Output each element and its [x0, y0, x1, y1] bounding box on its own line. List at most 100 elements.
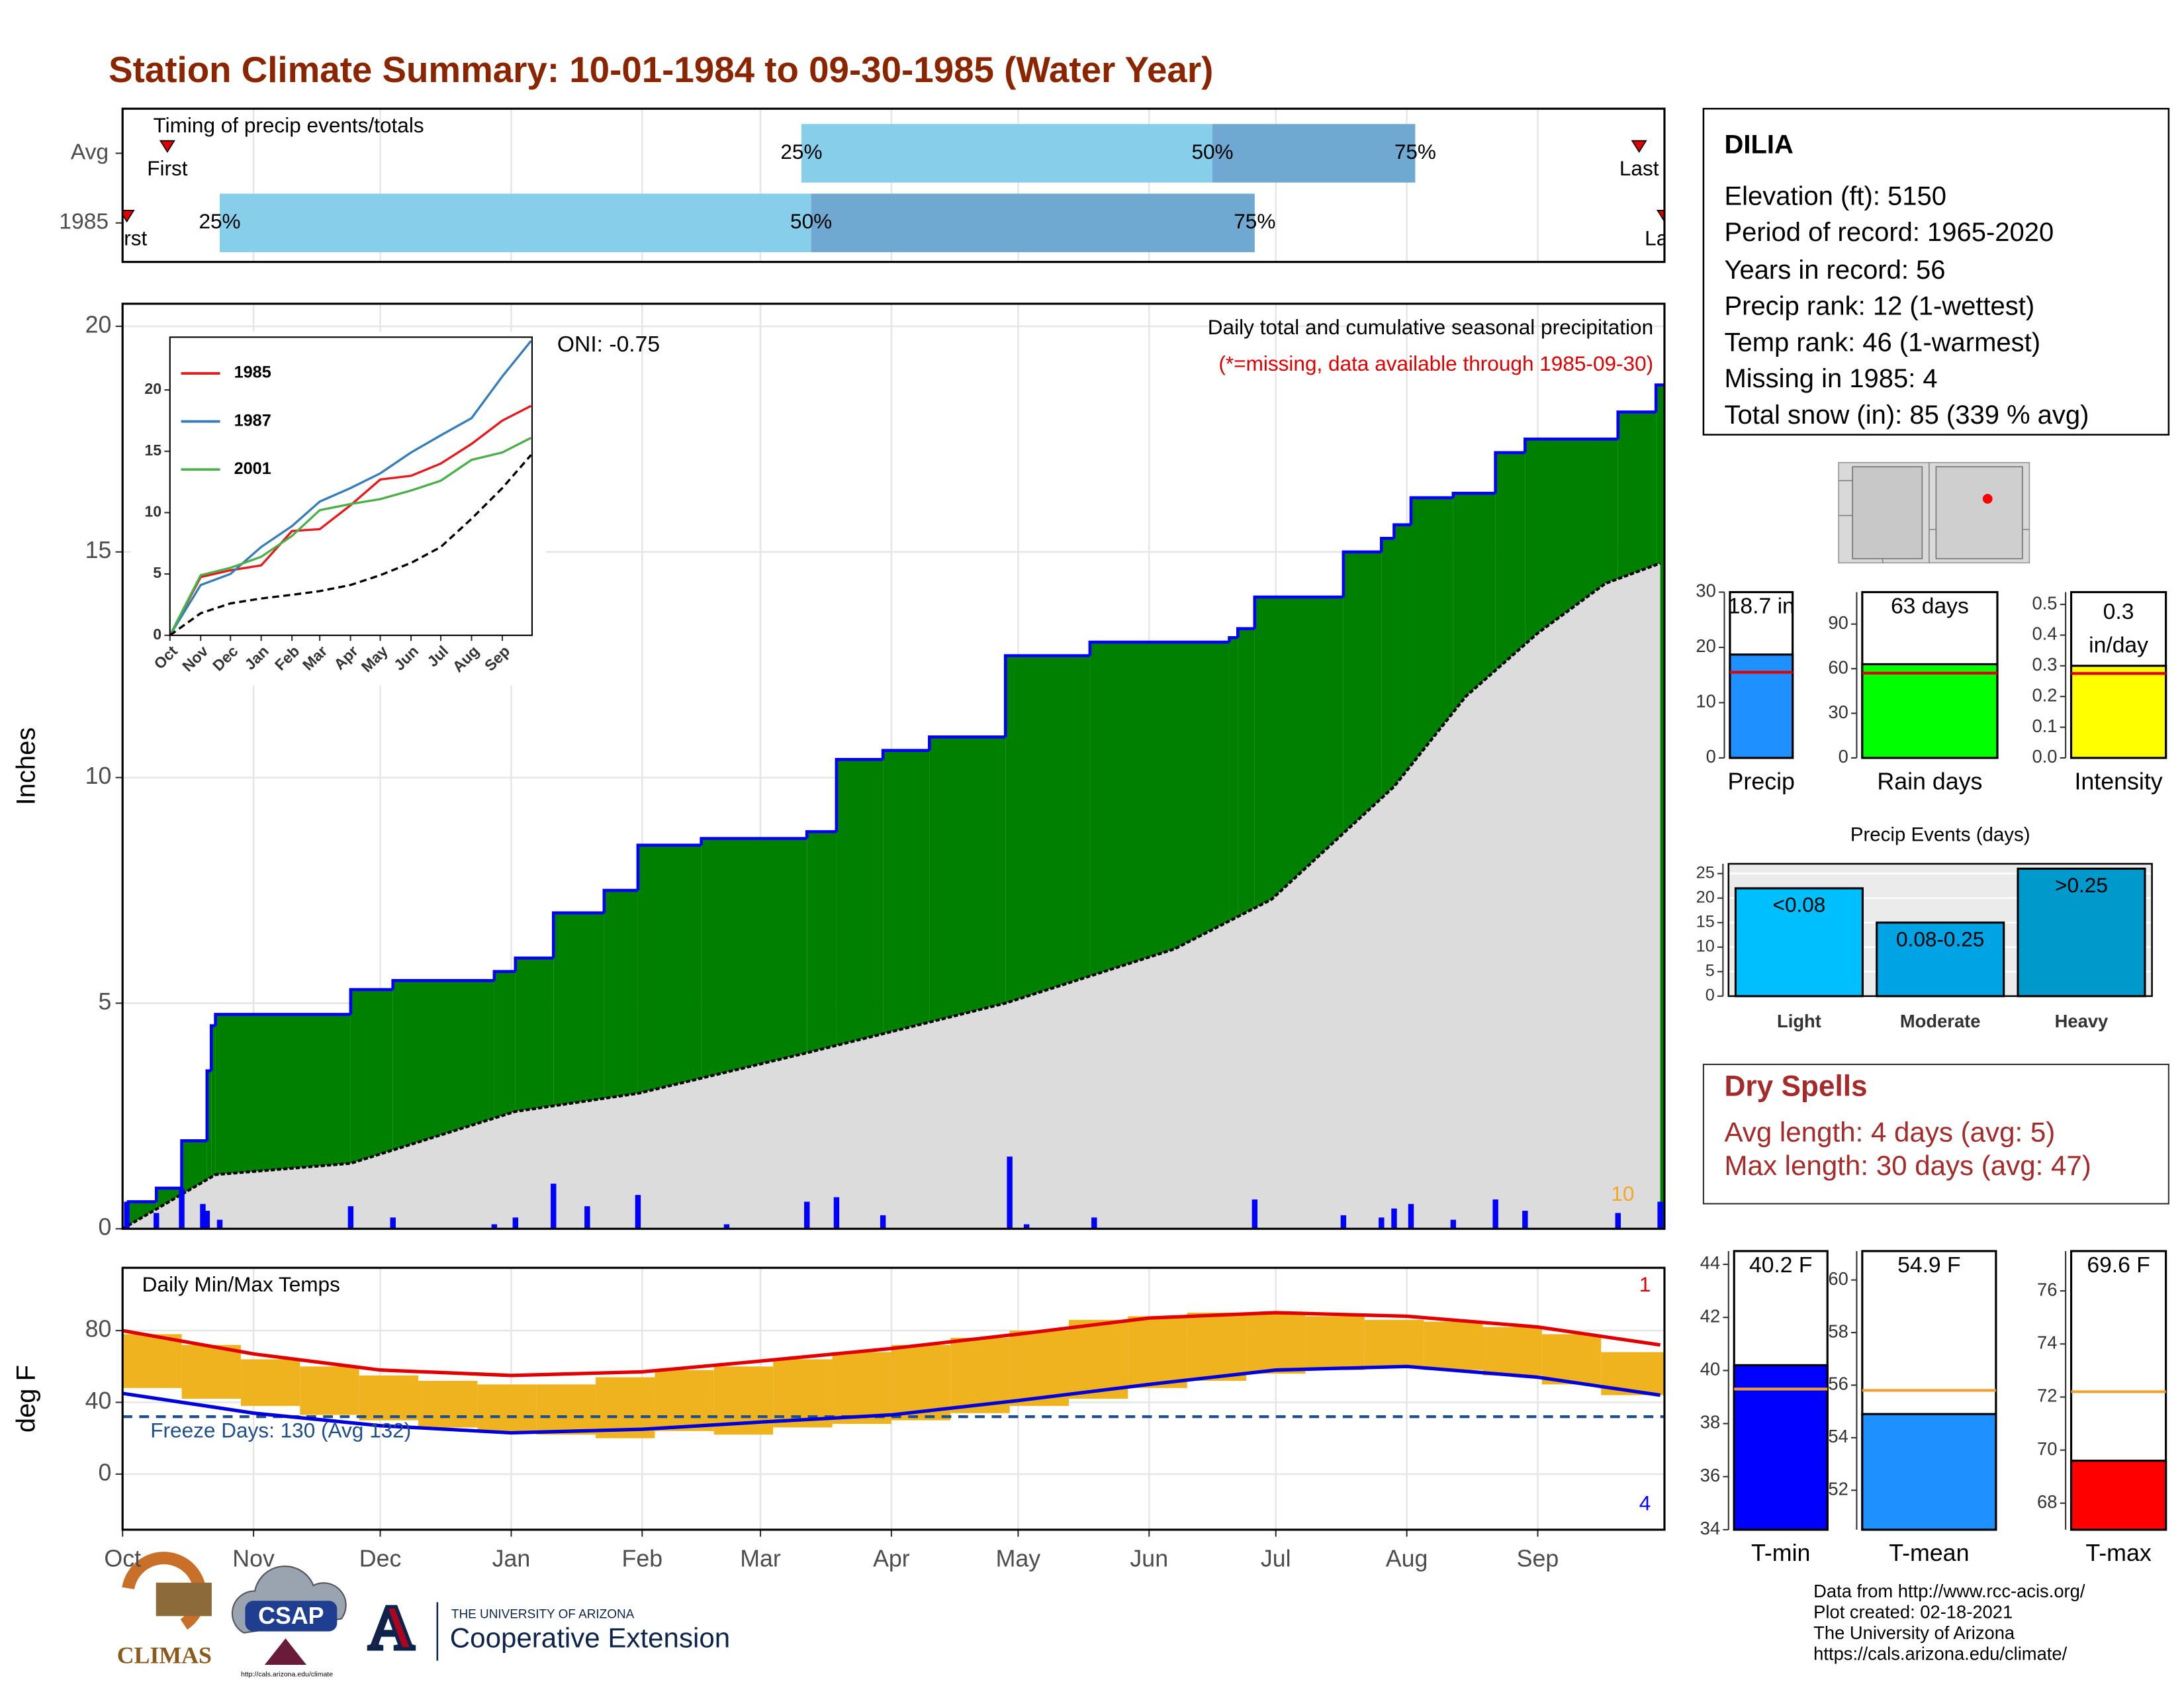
- cumulative-step: [636, 843, 702, 891]
- cumulative-step: [391, 979, 494, 990]
- y-tick-label: 5: [153, 564, 161, 581]
- footer-line: The University of Arizona: [1813, 1622, 2015, 1643]
- cumulative-step: [1616, 410, 1657, 440]
- cumulative-step: [881, 749, 930, 760]
- daily-bar: [1615, 1213, 1621, 1229]
- x-tick-label: Precip: [1728, 768, 1795, 794]
- y-tick-label: 0.5: [2032, 592, 2057, 613]
- value-label: 40.2 F: [1749, 1253, 1812, 1278]
- quartile-label: 75%: [1234, 209, 1275, 233]
- cumulative-step: [349, 988, 393, 1015]
- cumulative-step: [1003, 654, 1090, 737]
- daily-bar: [551, 1184, 557, 1229]
- frame: [121, 303, 1666, 1230]
- y-tick-label: 60: [1828, 1268, 1848, 1289]
- daily-bar: [880, 1215, 886, 1229]
- y-tick-label: 30: [1828, 702, 1848, 722]
- temp-range: [1364, 1319, 1424, 1367]
- daily-bar: [1007, 1156, 1013, 1229]
- dry-spells-line: Avg length: 4 days (avg: 5): [1724, 1116, 2055, 1147]
- frame: [169, 336, 533, 636]
- cumulative-step: [1524, 438, 1618, 453]
- timing-plot: Timing of precip events/totals First 25% 50…: [107, 109, 1664, 262]
- y-tick-label: 58: [1828, 1321, 1848, 1341]
- quartile-bar: [220, 193, 811, 252]
- cumulative-step: [1088, 640, 1230, 656]
- cumulative-step: [835, 758, 884, 832]
- daily-bar: [1492, 1199, 1498, 1229]
- cumulative-step: [1228, 635, 1238, 643]
- daily-bar: [124, 1201, 130, 1229]
- y-tick-label: 38: [1700, 1412, 1720, 1432]
- y-tick-label: 15: [85, 537, 112, 563]
- event-label: First: [107, 226, 148, 250]
- temp-range: [1246, 1312, 1306, 1374]
- location-map: [1838, 461, 2030, 564]
- bar: [1861, 663, 1999, 759]
- cumulative-step: [492, 970, 516, 981]
- y-tick-label: 70: [2037, 1438, 2057, 1459]
- row-label: Avg: [71, 140, 109, 164]
- ua-name: THE UNIVERSITY OF ARIZONA: [451, 1607, 635, 1621]
- y-tick-label: 10: [85, 763, 112, 789]
- x-tick-label: Jun: [1130, 1546, 1168, 1572]
- frame: [121, 1266, 1666, 1531]
- cumulative-fill: [206, 1070, 212, 1229]
- cumulative-step: [1494, 451, 1525, 494]
- temp-range: [122, 1334, 182, 1388]
- event-marker: [1656, 209, 1664, 223]
- info-line: Period of record: 1965-2020: [1724, 218, 2054, 247]
- value-label: 54.9 F: [1897, 1253, 1960, 1278]
- cumulative-step: [1342, 550, 1382, 597]
- freeze-label: Freeze Days: 130 (Avg 132): [150, 1419, 411, 1442]
- x-tick-label: Oct: [104, 1546, 141, 1572]
- legend-label: 1987: [234, 411, 271, 430]
- y-tick-label: 0.1: [2032, 716, 2057, 736]
- daily-bar: [1340, 1215, 1347, 1229]
- cumulative-step: [1654, 383, 1664, 412]
- bin-label: <0.08: [1773, 893, 1826, 917]
- temp-range: [300, 1366, 359, 1415]
- quartile-label: 25%: [199, 209, 240, 233]
- x-tick-label: T-min: [1751, 1540, 1810, 1566]
- value-label: 18.7 in: [1728, 594, 1795, 619]
- y-tick-label: 0.2: [2032, 684, 2057, 705]
- cumulative-step: [214, 1013, 351, 1026]
- daily-bar: [833, 1197, 840, 1229]
- bin-label: >0.25: [2055, 873, 2108, 897]
- average-line: [122, 561, 1661, 1229]
- info-line: Years in record: 56: [1724, 256, 1945, 285]
- x-tick-label: Rain days: [1877, 768, 1982, 794]
- series-line: [169, 404, 532, 635]
- cumulative-step: [1392, 523, 1412, 539]
- daily-bar: [204, 1211, 210, 1229]
- y-tick-label: 25: [1696, 863, 1715, 882]
- y-tick-label: 90: [1828, 612, 1848, 633]
- y-tick-label: 60: [1828, 657, 1848, 677]
- x-tick-label: May: [996, 1546, 1041, 1572]
- temp-range: [832, 1352, 891, 1424]
- daily-bar: [347, 1206, 354, 1229]
- average-fill: [122, 563, 1661, 1229]
- temp-range: [950, 1337, 1010, 1413]
- cumulative-step: [551, 911, 604, 959]
- panel-title: Timing of precip events/totals: [154, 113, 424, 137]
- y-tick-label: 72: [2037, 1385, 2057, 1406]
- y-tick-label: 5: [1706, 961, 1715, 980]
- value-label: 63 days: [1891, 594, 1969, 619]
- y-tick-label: 42: [1700, 1305, 1720, 1326]
- daily-bar: [635, 1195, 641, 1229]
- daily-bar: [1251, 1199, 1258, 1229]
- value-label: 69.6 F: [2087, 1253, 2150, 1278]
- panel-title: Precip Events (days): [1850, 824, 2030, 846]
- y-tick-label: 44: [1700, 1252, 1720, 1273]
- daily-bar: [1450, 1219, 1457, 1229]
- quartile-bar: [811, 193, 1255, 252]
- x-tick-label: Jul: [1261, 1546, 1291, 1572]
- y-tick-label: 0: [98, 1214, 111, 1241]
- x-tick-label: Aug: [1386, 1546, 1428, 1572]
- y-tick-label: 56: [1828, 1374, 1848, 1394]
- y-tick-label: 15: [1696, 912, 1715, 931]
